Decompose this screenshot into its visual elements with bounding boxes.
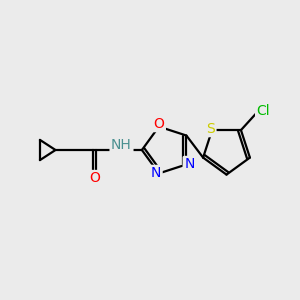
Text: NH: NH bbox=[111, 138, 132, 152]
Text: O: O bbox=[154, 117, 164, 130]
Text: Cl: Cl bbox=[256, 103, 270, 118]
Text: N: N bbox=[151, 167, 161, 180]
Text: N: N bbox=[184, 158, 195, 172]
Text: S: S bbox=[206, 122, 215, 136]
Text: O: O bbox=[89, 172, 100, 185]
